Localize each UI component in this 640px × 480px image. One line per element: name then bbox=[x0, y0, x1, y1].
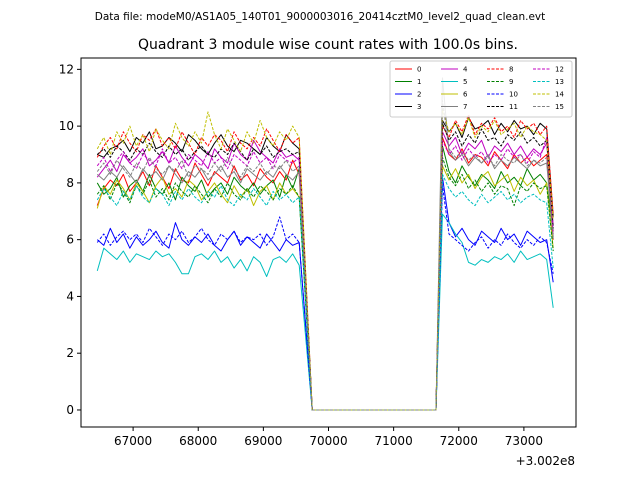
data-file-label: Data file: modeM0/AS1A05_140T01_90000030… bbox=[95, 11, 546, 23]
y-tick-label: 8 bbox=[66, 176, 74, 190]
legend-label-2: 2 bbox=[417, 91, 421, 99]
legend-label-13: 13 bbox=[555, 78, 564, 86]
legend-label-4: 4 bbox=[463, 66, 468, 74]
series-line-15 bbox=[96, 100, 554, 411]
x-tick-label: 68000 bbox=[179, 434, 217, 448]
plot-area bbox=[80, 57, 577, 428]
legend-frame bbox=[389, 60, 573, 118]
legend-label-6: 6 bbox=[463, 91, 468, 99]
legend-label-9: 9 bbox=[509, 78, 513, 86]
y-tick-label: 2 bbox=[66, 346, 74, 360]
y-tick-label: 6 bbox=[66, 233, 74, 247]
y-tick-label: 12 bbox=[59, 62, 74, 76]
series-line-10 bbox=[96, 185, 554, 411]
legend-label-5: 5 bbox=[463, 78, 467, 86]
legend-label-3: 3 bbox=[417, 103, 421, 111]
legend-label-15: 15 bbox=[555, 103, 564, 111]
y-tick-label: 10 bbox=[59, 119, 74, 133]
x-tick-label: 71000 bbox=[375, 434, 413, 448]
legend-label-8: 8 bbox=[509, 66, 513, 74]
legend-label-14: 14 bbox=[555, 91, 564, 99]
x-tick-label: 70000 bbox=[309, 434, 347, 448]
x-tick-label: 73000 bbox=[505, 434, 543, 448]
legend-label-1: 1 bbox=[417, 78, 421, 86]
legend-label-10: 10 bbox=[509, 91, 518, 99]
legend-label-0: 0 bbox=[417, 66, 421, 74]
legend-label-11: 11 bbox=[509, 103, 518, 111]
legend-label-12: 12 bbox=[555, 66, 564, 74]
chart-title: Quadrant 3 module wise count rates with … bbox=[138, 37, 518, 53]
series-layer bbox=[96, 77, 554, 411]
x-tick-label: 69000 bbox=[244, 434, 282, 448]
legend-label-7: 7 bbox=[463, 103, 467, 111]
y-tick-label: 0 bbox=[66, 403, 74, 417]
x-axis: 67000 68000 69000 70000 71000 72000 73000 bbox=[114, 427, 543, 448]
x-tick-label: 67000 bbox=[114, 434, 152, 448]
y-axis: 0 2 4 6 8 10 12 bbox=[59, 62, 81, 417]
x-offset-label: +3.002e8 bbox=[516, 454, 575, 468]
y-tick-label: 4 bbox=[66, 289, 74, 303]
x-tick-label: 72000 bbox=[440, 434, 478, 448]
